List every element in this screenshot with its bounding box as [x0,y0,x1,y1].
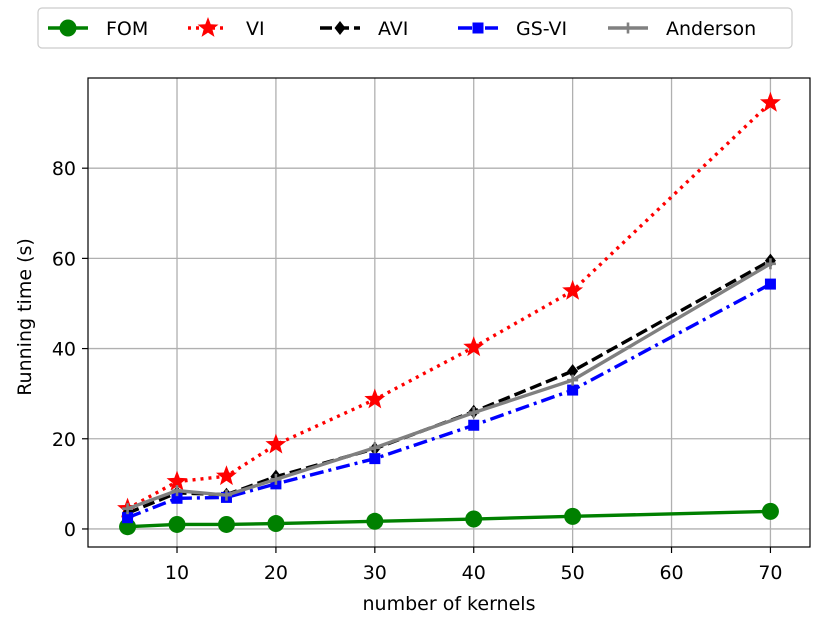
data-point-anderson [468,407,480,419]
x-tick-label: 20 [264,562,288,584]
y-tick-label: 80 [52,158,76,180]
data-point-anderson [171,485,183,497]
data-point-gs-vi [122,512,134,524]
y-tick-label: 60 [52,248,76,270]
legend-box [37,7,793,49]
series-group [117,91,781,536]
data-point-vi [463,336,485,357]
data-point-fom [267,515,285,533]
data-point-avi [567,364,579,379]
series-gs-vi [122,278,776,524]
series-anderson [122,258,776,515]
data-point-vi [759,91,781,112]
data-point-fom [761,502,779,520]
x-tick-label: 60 [659,562,683,584]
data-point-vi [166,470,188,491]
legend-label-vi: VI [246,18,265,40]
data-point-fom [217,515,235,533]
x-tick-label: 70 [758,562,782,584]
data-point-fom [564,507,582,525]
data-point-fom [168,515,186,533]
x-tick-label: 30 [363,562,387,584]
data-point-vi [265,433,287,454]
axis-ticks: 10 20 30 40 50 60 70 0 20 40 60 80 [52,158,783,584]
data-point-anderson [369,442,381,454]
y-tick-label: 0 [64,519,76,541]
data-point-anderson [567,374,579,386]
data-point-anderson [270,473,282,485]
data-point-vi [364,388,386,409]
x-axis-label: number of kernels [363,593,536,615]
y-tick-label: 20 [52,429,76,451]
data-point-gs-vi [764,278,776,290]
series-line-anderson [126,262,772,511]
legend: FOM VI AVI GS-VI Anderson [37,7,793,49]
data-point-anderson [764,258,776,270]
y-axis-label: Running time (s) [14,238,36,396]
legend-label-avi: AVI [378,18,408,40]
data-point-gs-vi [468,419,480,431]
data-point-vi [216,465,237,486]
data-point-gs-vi [567,384,579,396]
legend-entry-vi: VI [188,17,265,40]
legend-entry-avi: AVI [320,18,408,40]
legend-entry-gs-vi: GS-VI [458,18,567,40]
series-line-gs-vi [126,282,772,520]
legend-label-gs-vi: GS-VI [516,18,567,40]
data-point-vi [562,279,584,300]
data-point-gs-vi [369,453,381,465]
legend-marker-gs-vi [472,22,484,34]
legend-label-anderson: Anderson [666,18,756,40]
legend-entry-anderson: Anderson [608,18,756,40]
x-tick-label: 10 [165,562,189,584]
legend-marker-fom [59,19,77,37]
data-point-fom [366,512,384,530]
legend-entry-fom: FOM [48,18,148,40]
y-tick-label: 40 [52,339,76,361]
series-avi [122,253,776,521]
legend-label-fom: FOM [106,18,148,40]
series-line-vi [126,101,772,511]
grid [88,78,810,547]
data-point-gs-vi [171,492,183,504]
data-point-fom [465,510,483,528]
legend-marker-vi [197,17,219,37]
x-tick-label: 50 [561,562,585,584]
data-point-anderson [122,503,134,515]
x-tick-label: 40 [462,562,486,584]
legend-marker-anderson [622,22,634,34]
legend-marker-avi [334,21,346,35]
data-point-anderson [220,489,232,501]
series-fom [119,502,779,536]
plot-frame [87,77,811,548]
series-vi [117,91,781,518]
